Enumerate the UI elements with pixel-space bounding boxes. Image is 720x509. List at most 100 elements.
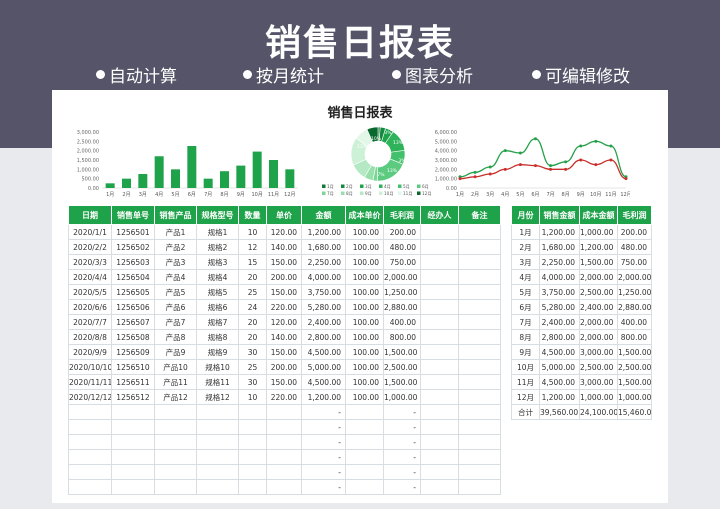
detail-cell[interactable] — [68, 479, 112, 495]
detail-cell[interactable]: 2020/3/3 — [68, 254, 112, 270]
summary-cell[interactable]: 10月 — [511, 359, 540, 375]
summary-cell[interactable]: 4,500.00 — [539, 344, 580, 360]
detail-cell[interactable] — [420, 254, 459, 270]
detail-cell[interactable]: 1256506 — [111, 299, 155, 315]
detail-cell[interactable]: 30 — [238, 374, 267, 390]
detail-cell[interactable]: 规格5 — [196, 284, 239, 300]
detail-cell[interactable]: 规格9 — [196, 344, 239, 360]
detail-cell[interactable] — [420, 299, 459, 315]
detail-cell[interactable]: 100.00 — [345, 299, 384, 315]
detail-cell[interactable] — [458, 464, 501, 480]
detail-cell[interactable]: 800.00 — [383, 329, 421, 345]
detail-cell[interactable] — [458, 449, 501, 465]
detail-cell[interactable]: 150.00 — [266, 254, 302, 270]
detail-cell[interactable] — [154, 464, 197, 480]
detail-cell[interactable]: 2020/1/1 — [68, 224, 112, 240]
summary-cell[interactable]: 39,560.00 — [539, 404, 580, 420]
summary-cell[interactable]: 3,750.00 — [539, 284, 580, 300]
summary-cell[interactable]: 24,100.00 — [579, 404, 618, 420]
detail-cell[interactable]: 140.00 — [266, 239, 302, 255]
detail-cell[interactable] — [196, 404, 239, 420]
summary-cell[interactable]: 6月 — [511, 299, 540, 315]
detail-cell[interactable] — [111, 479, 155, 495]
detail-cell[interactable] — [266, 419, 302, 435]
summary-cell[interactable]: 12月 — [511, 389, 540, 405]
detail-cell[interactable]: 100.00 — [345, 239, 384, 255]
detail-cell[interactable] — [111, 449, 155, 465]
detail-cell[interactable] — [458, 329, 501, 345]
summary-cell[interactable]: 2,250.00 — [539, 254, 580, 270]
summary-cell[interactable]: 1,000.00 — [617, 389, 652, 405]
detail-cell[interactable] — [154, 449, 197, 465]
detail-cell[interactable] — [68, 419, 112, 435]
detail-cell[interactable] — [458, 404, 501, 420]
detail-cell[interactable]: 规格1 — [196, 224, 239, 240]
detail-cell[interactable]: 产品12 — [154, 389, 197, 405]
detail-cell[interactable] — [345, 419, 384, 435]
detail-cell[interactable] — [458, 479, 501, 495]
detail-cell[interactable] — [458, 299, 501, 315]
detail-cell[interactable]: - — [301, 449, 346, 465]
detail-cell[interactable]: 100.00 — [345, 359, 384, 375]
detail-cell[interactable]: 30 — [238, 344, 267, 360]
detail-cell[interactable]: 产品5 — [154, 284, 197, 300]
detail-cell[interactable]: 100.00 — [345, 344, 384, 360]
detail-cell[interactable]: 1256510 — [111, 359, 155, 375]
detail-cell[interactable]: 1256508 — [111, 329, 155, 345]
detail-cell[interactable]: - — [301, 434, 346, 450]
detail-cell[interactable]: 2020/11/11 — [68, 374, 112, 390]
detail-cell[interactable]: 1,200.00 — [301, 224, 346, 240]
detail-cell[interactable]: 140.00 — [266, 329, 302, 345]
detail-cell[interactable]: 12 — [238, 239, 267, 255]
detail-cell[interactable]: 100.00 — [345, 254, 384, 270]
summary-cell[interactable]: 400.00 — [617, 314, 652, 330]
summary-cell[interactable]: 9月 — [511, 344, 540, 360]
detail-cell[interactable] — [238, 434, 267, 450]
detail-cell[interactable]: 规格12 — [196, 389, 239, 405]
detail-cell[interactable]: 120.00 — [266, 224, 302, 240]
detail-cell[interactable]: 2,500.00 — [383, 359, 421, 375]
detail-cell[interactable]: 120.00 — [266, 314, 302, 330]
detail-cell[interactable]: 1256509 — [111, 344, 155, 360]
detail-cell[interactable]: 5,280.00 — [301, 299, 346, 315]
detail-cell[interactable]: 200.00 — [266, 359, 302, 375]
detail-cell[interactable] — [458, 239, 501, 255]
detail-cell[interactable] — [111, 404, 155, 420]
detail-cell[interactable]: 产品3 — [154, 254, 197, 270]
detail-cell[interactable] — [196, 419, 239, 435]
detail-cell[interactable]: 2,400.00 — [301, 314, 346, 330]
detail-cell[interactable]: 1256511 — [111, 374, 155, 390]
summary-cell[interactable]: 2,000.00 — [579, 269, 618, 285]
detail-cell[interactable] — [238, 449, 267, 465]
summary-cell[interactable]: 2,500.00 — [579, 359, 618, 375]
detail-cell[interactable] — [154, 479, 197, 495]
detail-cell[interactable] — [196, 464, 239, 480]
detail-cell[interactable]: 规格8 — [196, 329, 239, 345]
detail-cell[interactable]: - — [301, 419, 346, 435]
detail-cell[interactable]: 24 — [238, 299, 267, 315]
summary-cell[interactable]: 4,000.00 — [539, 269, 580, 285]
detail-cell[interactable]: 750.00 — [383, 254, 421, 270]
detail-cell[interactable] — [420, 449, 459, 465]
summary-cell[interactable]: 1,500.00 — [617, 344, 652, 360]
summary-cell[interactable]: 1,200.00 — [579, 239, 618, 255]
detail-cell[interactable] — [458, 344, 501, 360]
detail-cell[interactable] — [238, 479, 267, 495]
summary-cell[interactable]: 4,500.00 — [539, 374, 580, 390]
detail-cell[interactable]: 1256503 — [111, 254, 155, 270]
detail-cell[interactable]: - — [383, 464, 421, 480]
summary-cell[interactable]: 1,680.00 — [539, 239, 580, 255]
detail-cell[interactable]: 10 — [238, 389, 267, 405]
detail-cell[interactable]: 2,250.00 — [301, 254, 346, 270]
detail-cell[interactable]: 2020/6/6 — [68, 299, 112, 315]
detail-cell[interactable]: - — [383, 434, 421, 450]
detail-cell[interactable] — [266, 404, 302, 420]
detail-cell[interactable] — [345, 404, 384, 420]
detail-cell[interactable]: - — [383, 419, 421, 435]
summary-cell[interactable]: 2,400.00 — [539, 314, 580, 330]
detail-cell[interactable]: 1256501 — [111, 224, 155, 240]
summary-cell[interactable]: 2,500.00 — [579, 284, 618, 300]
detail-cell[interactable] — [345, 464, 384, 480]
detail-cell[interactable]: 4,500.00 — [301, 344, 346, 360]
detail-cell[interactable] — [68, 464, 112, 480]
